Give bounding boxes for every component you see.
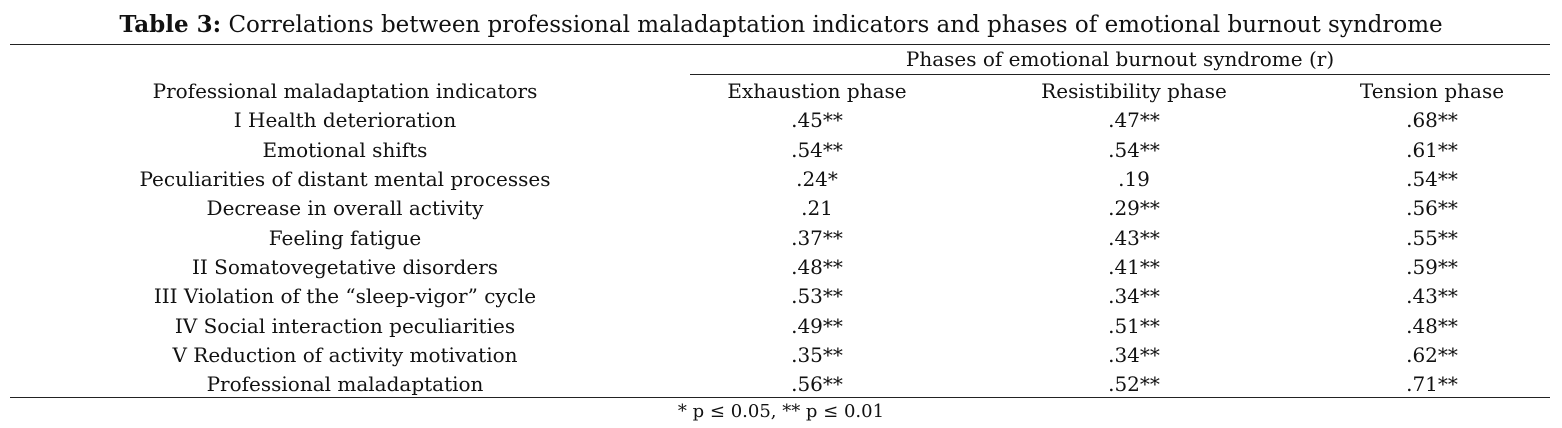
row-label: Emotional shifts xyxy=(262,137,428,162)
table-caption-label: Table 3: xyxy=(119,11,222,38)
row-label: Feeling fatigue xyxy=(268,225,422,250)
cell-value: .71** xyxy=(1406,372,1458,397)
cell-value: .49** xyxy=(791,313,843,338)
cell-value: .51** xyxy=(1108,313,1160,338)
column-header: Resistibility phase xyxy=(1041,79,1227,104)
table-row: V Reduction of activity motivation .35**.… xyxy=(10,341,1550,370)
cell-value: .43** xyxy=(1108,225,1160,250)
cell-value: .37** xyxy=(791,225,843,250)
bottom-rule xyxy=(10,397,1550,398)
table-row: Feeling fatigue .37** .43** .55** xyxy=(10,223,1550,252)
table-row: I Health deterioration .45** .47** .68** xyxy=(10,106,1550,135)
cell-value: .56** xyxy=(791,372,843,397)
cell-value: .45** xyxy=(791,108,843,133)
cell-value: .19 xyxy=(1118,167,1150,192)
row-label: III Violation of the “sleep-vigor” cycle xyxy=(153,284,537,309)
cell-value: .52** xyxy=(1108,372,1160,397)
table-caption-text: Correlations between professional malada… xyxy=(228,12,1443,38)
table-row: III Violation of the “sleep-vigor” cycle… xyxy=(10,282,1550,311)
table-row: Peculiarities of distant mental processe… xyxy=(10,165,1550,194)
table-caption: Table 3: Correlations between profession… xyxy=(0,10,1562,40)
row-label: Peculiarities of distant mental processe… xyxy=(139,167,551,192)
table-row: Decrease in overall activity .21 .29** .56*… xyxy=(10,194,1550,223)
cell-value: .21 xyxy=(801,196,833,221)
significance-footnote: * p ≤ 0.05, ** p ≤ 0.01 xyxy=(677,401,885,422)
cell-value: .53** xyxy=(791,284,843,309)
column-group-header: Phases of emotional burnout syndrome (r) xyxy=(905,47,1335,71)
column-header: Tension phase xyxy=(1359,79,1505,104)
cell-value: .56** xyxy=(1406,196,1458,221)
row-label: IV Social interaction peculiarities xyxy=(174,313,516,338)
header-row: Professional maladaptation indicators Ex… xyxy=(10,77,1550,106)
cell-value: .55** xyxy=(1406,225,1458,250)
group-header-rule xyxy=(690,74,1550,75)
cell-value: .34** xyxy=(1108,284,1160,309)
cell-value: .48** xyxy=(791,254,843,279)
cell-value: .34** xyxy=(1108,342,1160,367)
table-row: Emotional shifts .54** .54** .61** xyxy=(10,136,1550,165)
cell-value: .62** xyxy=(1406,342,1458,367)
cell-value: .24* xyxy=(796,167,838,192)
column-header: Exhaustion phase xyxy=(727,79,907,104)
cell-value: .35** xyxy=(791,342,843,367)
cell-value: .61** xyxy=(1406,137,1458,162)
row-label: V Reduction of activity motivation xyxy=(172,342,518,367)
row-label: Professional maladaptation xyxy=(206,372,484,397)
cell-value: .43** xyxy=(1406,284,1458,309)
cell-value: .48** xyxy=(1406,313,1458,338)
cell-value: .54** xyxy=(1108,137,1160,162)
table-row: Professional maladaptation .56** .52** .71*… xyxy=(10,370,1550,399)
correlation-table: Professional maladaptation indicators Ex… xyxy=(10,77,1550,399)
cell-value: .41** xyxy=(1108,254,1160,279)
cell-value: .29** xyxy=(1108,196,1160,221)
row-label: II Somatovegetative disorders xyxy=(191,254,499,279)
row-label: Decrease in overall activity xyxy=(206,196,484,221)
cell-value: .47** xyxy=(1108,108,1160,133)
top-rule xyxy=(10,44,1550,45)
table-row: II Somatovegetative disorders .48** .41**.… xyxy=(10,253,1550,282)
cell-value: .54** xyxy=(1406,167,1458,192)
column-header: Professional maladaptation indicators xyxy=(152,79,538,104)
cell-value: .68** xyxy=(1406,108,1458,133)
cell-value: .59** xyxy=(1406,254,1458,279)
table-row: IV Social interaction peculiarities .49**… xyxy=(10,311,1550,340)
cell-value: .54** xyxy=(791,137,843,162)
row-label: I Health deterioration xyxy=(233,108,457,133)
